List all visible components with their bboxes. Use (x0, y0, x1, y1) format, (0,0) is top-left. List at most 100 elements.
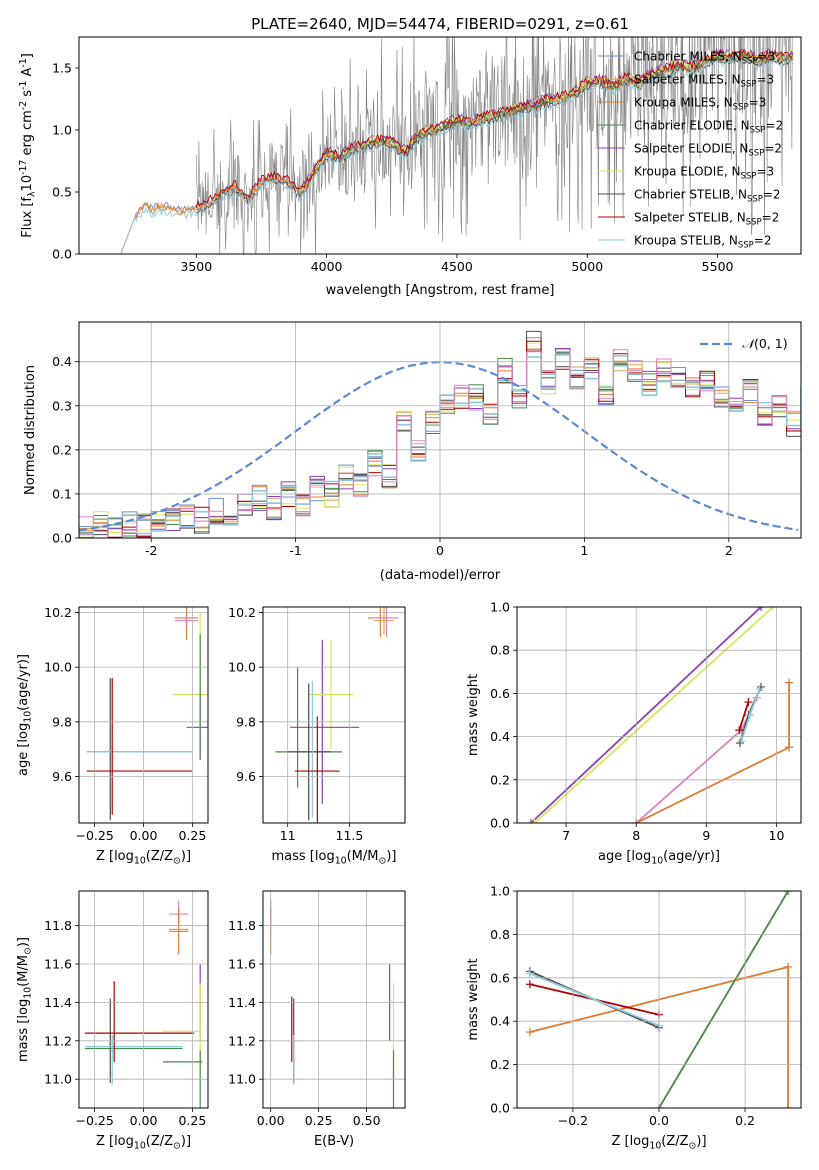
legend-label-salpeter_stelib: Salpeter STELIB, NSSP=2 (634, 211, 779, 228)
weight-vs-age-series-5 (738, 701, 750, 731)
weight-vs-age-ytick-label: 0.0 (490, 816, 510, 831)
weight-vs-age-marker-7-0 (737, 736, 746, 745)
weight-vs-age-marker-4-0 (785, 743, 794, 752)
mass-vs-Z-ytick-label: 11.4 (44, 995, 72, 1010)
weight-vs-age-ytick-label: 0.6 (490, 686, 510, 701)
legend-label-chabrier_miles: Chabrier MILES, NSSP=3 (634, 50, 775, 67)
mass-vs-EBV-ytick-label: 11.2 (228, 1033, 256, 1048)
age-vs-Z-ytick-label: 10.0 (44, 660, 72, 675)
mass-vs-EBV-axes: 0.00 0.25 0.50 11.0 11.2 11.4 11.6 11.8 E(B-V) (228, 890, 406, 1149)
hist-xlabel: (data-model)/error (380, 568, 501, 583)
mass-vs-Z-xtick-label: 0.00 (130, 1113, 158, 1128)
legend-label-kroupa_stelib: Kroupa STELIB, NSSP=2 (634, 234, 772, 251)
hist-legend-label: 𝒩(0, 1) (742, 336, 788, 351)
age-vs-Z-ylabel: age [log10​(age/yr)] (16, 654, 33, 776)
hist-plot-area (79, 330, 801, 538)
mass-vs-Z-frame (78, 890, 209, 1109)
spectrum-ytick-label: 0.5 (52, 185, 72, 200)
mass-vs-EBV-xtick-label: 0.00 (257, 1113, 285, 1128)
weight-vs-age-marker-1-0 (530, 819, 539, 823)
hist-xtick-label: -2 (145, 543, 157, 558)
weight-vs-age-axes: 7 8 9 10 0.0 0.2 0.4 0.6 0.8 1.0 age [log10​(age/y… (466, 600, 802, 866)
mass-vs-Z-ytick-label: 11.8 (44, 918, 72, 933)
spectrum-ylabel: Flux [fλ​10-17​ erg cm-2​ s-1​ A-1​] (18, 53, 37, 238)
age-vs-mass-ytick-label: 9.8 (236, 714, 256, 729)
spectrum-xtick-label: 4500 (441, 259, 473, 274)
weight-vs-Z-series-4 (529, 972, 660, 1027)
weight-vs-age-marker-5-1 (744, 698, 753, 707)
weight-vs-Z-xtick-label: 0.2 (735, 1113, 755, 1128)
figure-title: PLATE=2640, MJD=54474, FIBERID=0291, z=0… (251, 15, 629, 33)
weight-vs-age-marker-0-0 (527, 819, 536, 823)
weight-vs-age-ytick-label: 0.4 (490, 729, 510, 744)
hist-series-pink (79, 349, 801, 538)
hist-frame (78, 321, 802, 539)
weight-vs-Z-marker-4-0 (525, 969, 534, 978)
age-vs-Z-ytick-label: 10.2 (44, 605, 72, 620)
weight-vs-Z-marker-6-1 (784, 891, 793, 895)
weight-vs-Z-marker-0-0 (525, 1028, 534, 1037)
hist-ytick-label: 0.1 (52, 486, 72, 501)
mass-vs-EBV-xtick-label: 0.50 (353, 1113, 381, 1128)
age-vs-mass-plot-area (275, 607, 399, 823)
hist-ytick-label: 0.2 (52, 442, 72, 457)
weight-vs-age-ytick-label: 1.0 (490, 600, 510, 615)
weight-vs-Z-ytick-label: 0.0 (490, 1101, 510, 1116)
mass-vs-Z-axes: −0.25 0.00 0.25 11.0 11.2 11.4 11.6 11.8 Z [log1… (16, 890, 209, 1151)
mass-vs-Z-ytick-label: 11.6 (44, 956, 72, 971)
mass-vs-Z-ytick-label: 11.2 (44, 1033, 72, 1048)
age-vs-Z-ytick-label: 9.6 (52, 769, 72, 784)
mass-vs-EBV-ytick-label: 11.4 (228, 995, 256, 1010)
hist-ytick-label: 0.4 (52, 354, 72, 369)
weight-vs-Z-ytick-label: 0.6 (490, 970, 510, 985)
weight-vs-age-marker-4-1 (785, 678, 794, 687)
weight-vs-Z-ytick-label: 0.8 (490, 927, 510, 942)
spectrum-xtick-label: 5500 (702, 259, 734, 274)
spectrum-data-series (196, 37, 793, 254)
hist-normal-curve (79, 360, 799, 532)
mass-vs-EBV-ytick-label: 11.6 (228, 956, 256, 971)
age-vs-Z-ytick-label: 9.8 (52, 714, 72, 729)
weight-vs-age-series-1 (533, 607, 774, 823)
age-vs-mass-xtick-label: 11.5 (336, 828, 364, 843)
spectrum-xtick-label: 3500 (180, 259, 212, 274)
mass-vs-Z-xtick-label: −0.25 (75, 1113, 113, 1128)
weight-vs-age-xtick-label: 7 (562, 828, 570, 843)
age-vs-mass-xtick-label: 11 (280, 828, 296, 843)
weight-vs-age-marker-7-1 (745, 711, 754, 719)
age-vs-Z-xtick-label: 0.00 (130, 828, 158, 843)
spectrum-model-kroupa_stelib (120, 56, 794, 254)
mass-vs-Z-ytick-label: 11.0 (44, 1072, 72, 1087)
spectrum-plot-area (120, 37, 794, 254)
spectrum-xlabel: wavelength [Angstrom, rest frame] (326, 283, 555, 298)
legend-label-chabrier_elodie: Chabrier ELODIE, NSSP=2 (634, 119, 783, 136)
mass-vs-EBV-frame (262, 890, 406, 1109)
legend-label-chabrier_stelib: Chabrier STELIB, NSSP=2 (634, 188, 781, 205)
hist-xtick-label: -1 (289, 543, 301, 558)
weight-vs-age-plot-area (527, 607, 794, 823)
hist-xtick-label: 0 (436, 543, 444, 558)
legend-label-salpeter_elodie: Salpeter ELODIE, NSSP=2 (634, 142, 782, 159)
age-vs-Z-axes: −0.25 0.00 0.25 9.6 9.8 10.0 10.2 Z [log10​(Z/Z… (16, 605, 209, 866)
spectrum-model-salpeter_stelib (195, 48, 793, 208)
weight-vs-Z-axes: −0.2 0.0 0.2 0.0 0.2 0.4 0.6 0.8 1.0 Z [log10​(Z/… (466, 884, 802, 1151)
weight-vs-age-frame (516, 606, 802, 824)
hist-ytick-label: 0.3 (52, 398, 72, 413)
spectrum-xtick-label: 4000 (311, 259, 343, 274)
hist-ytick-label: 0.0 (52, 531, 72, 546)
weight-vs-Z-ytick-label: 0.4 (490, 1014, 510, 1029)
weight-vs-age-xtick-label: 9 (702, 828, 710, 843)
mass-vs-Z-plot-area (84, 900, 203, 1108)
mass-vs-EBV-xlabel: E(B-V) (314, 1134, 354, 1149)
spectrum-ytick-label: 1.0 (52, 123, 72, 138)
mass-vs-EBV-ytick-label: 11.8 (228, 918, 256, 933)
weight-vs-Z-marker-1-1 (784, 962, 793, 971)
weight-vs-age-xtick-label: 8 (632, 828, 640, 843)
mass-vs-EBV-xtick-label: 0.25 (305, 1113, 333, 1128)
age-vs-mass-ytick-label: 9.6 (236, 769, 256, 784)
age-vs-mass-ytick-label: 10.2 (228, 605, 256, 620)
weight-vs-Z-ytick-label: 1.0 (490, 884, 510, 899)
mass-vs-Z-xlabel: Z [log10​(Z/Z⊙​)] (96, 1134, 191, 1151)
spectrum-xtick-label: 5000 (571, 259, 603, 274)
